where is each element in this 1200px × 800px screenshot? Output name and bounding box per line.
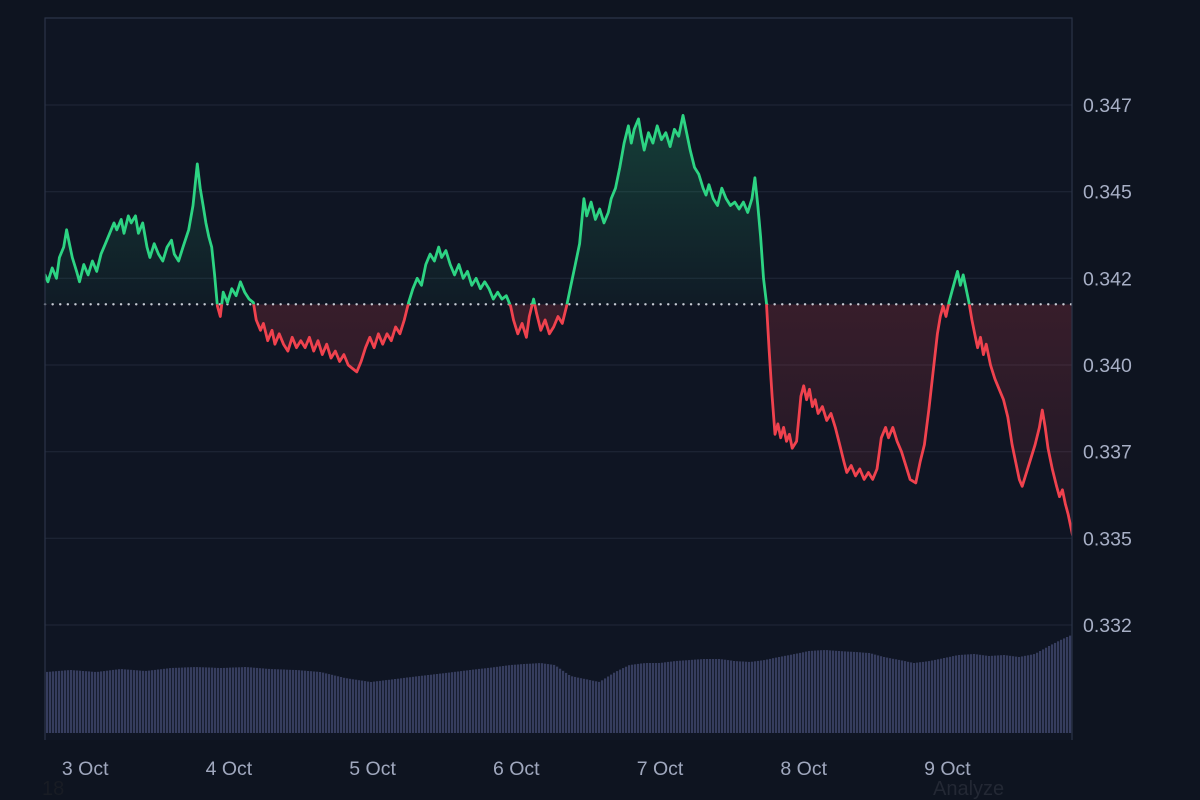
page-number-text: 18 xyxy=(42,778,65,800)
price-area-down xyxy=(217,304,1072,533)
y-tick-label: 0.332 xyxy=(1083,615,1132,637)
x-tick-label: 7 Oct xyxy=(637,758,684,780)
price-area-up xyxy=(45,115,1072,305)
plot-border xyxy=(44,17,1073,740)
x-axis-labels: 3 Oct 4 Oct 5 Oct 6 Oct 7 Oct 8 Oct 9 Oct xyxy=(62,758,971,780)
volume-bars xyxy=(46,635,1072,733)
y-tick-label: 0.342 xyxy=(1083,268,1132,290)
y-tick-label: 0.347 xyxy=(1083,95,1132,117)
x-tick-label: 8 Oct xyxy=(780,758,827,780)
x-tick-label: 3 Oct xyxy=(62,758,109,780)
x-tick-label: 4 Oct xyxy=(206,758,253,780)
y-tick-label: 0.345 xyxy=(1083,182,1132,204)
y-tick-label: 0.340 xyxy=(1083,355,1132,377)
price-line-up xyxy=(45,114,971,305)
y-axis-labels: 0.347 0.345 0.342 0.340 0.337 0.335 0.332 xyxy=(1083,95,1132,637)
x-tick-label: 5 Oct xyxy=(349,758,396,780)
analyze-button[interactable]: Analyze xyxy=(933,778,1005,800)
price-line-down xyxy=(215,304,1072,537)
x-tick-label: 9 Oct xyxy=(924,758,971,780)
x-tick-label: 6 Oct xyxy=(493,758,540,780)
y-tick-label: 0.335 xyxy=(1083,528,1132,550)
y-tick-label: 0.337 xyxy=(1083,442,1132,464)
